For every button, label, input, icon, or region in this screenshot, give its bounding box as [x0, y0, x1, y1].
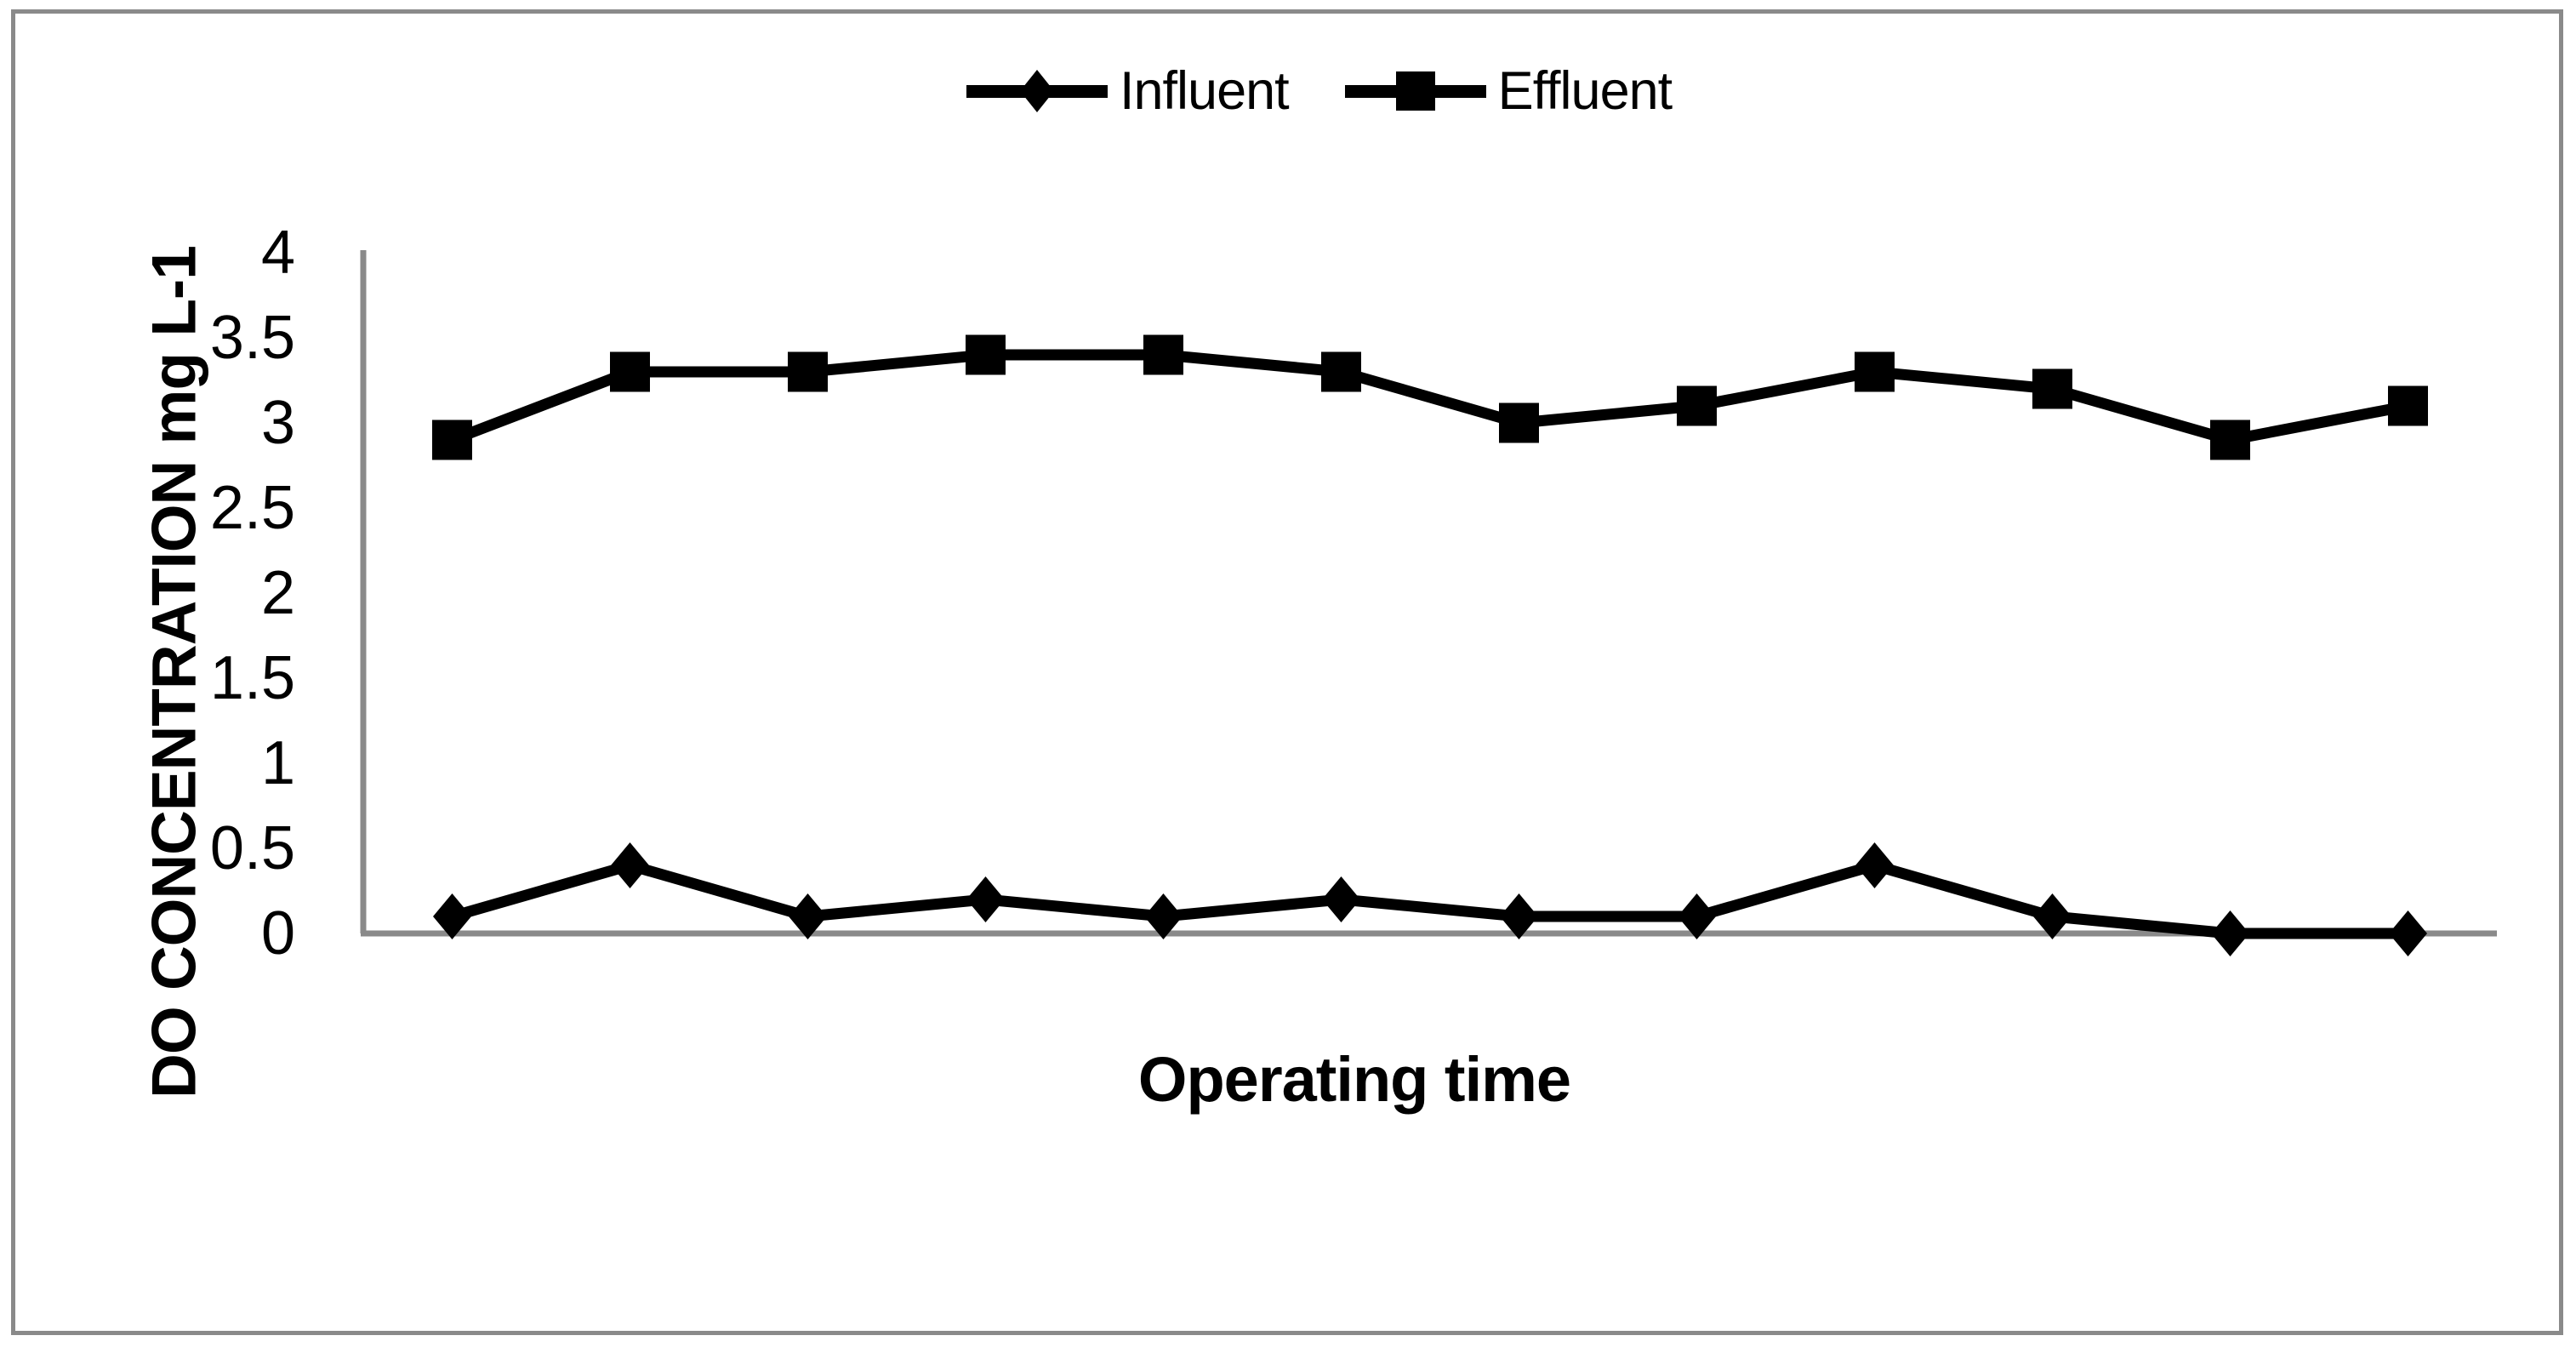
effluent-point-marker [1143, 334, 1183, 375]
legend-label-influent: Influent [1120, 60, 1290, 121]
figure-border [11, 9, 2563, 1335]
effluent-point-marker [1499, 402, 1539, 443]
effluent-point-marker [2032, 368, 2072, 409]
y-axis-title: DO CONCENTRATION mg L-1 [140, 246, 209, 1099]
y-axis-tick-label: 0.5 [209, 814, 295, 882]
effluent-point-marker [2210, 420, 2250, 460]
effluent-point-marker [1677, 385, 1717, 426]
effluent-point-marker [432, 420, 472, 460]
y-axis-tick-label: 2 [260, 559, 295, 627]
legend-entry-effluent: Effluent [1344, 50, 1673, 132]
legend-label-effluent: Effluent [1497, 60, 1673, 121]
effluent-point-marker [966, 334, 1006, 375]
influent-point-marker [1500, 893, 1538, 939]
effluent-line [450, 349, 2409, 446]
y-axis-tick-label: 4 [260, 219, 295, 287]
influent-point-marker [966, 876, 1005, 922]
y-axis-tick-label: 2.5 [209, 474, 295, 542]
influent-point-marker [1855, 842, 1894, 888]
diamond-marker-icon [966, 70, 1108, 112]
influent-point-marker [1678, 893, 1716, 939]
x-axis-title: Operating time [1137, 1044, 1571, 1115]
influent-point-marker [2389, 910, 2427, 956]
influent-point-marker [433, 893, 471, 939]
y-axis-tick-label: 3 [260, 389, 295, 457]
effluent-point-marker [1321, 351, 1361, 392]
influent-line [450, 859, 2408, 939]
influent-point-marker [2033, 893, 2072, 939]
influent-point-marker [1144, 893, 1183, 939]
y-axis-tick-label: 1 [260, 729, 295, 797]
influent-point-marker [2211, 910, 2249, 956]
influent-point-marker [611, 842, 649, 888]
series-influent [433, 842, 2427, 956]
y-axis-tick-label: 0 [260, 899, 295, 967]
effluent-point-marker [788, 351, 828, 392]
legend: Influent Effluent [966, 50, 1673, 132]
legend-entry-influent: Influent [966, 50, 1290, 132]
effluent-point-marker [610, 351, 650, 392]
influent-point-marker [789, 893, 827, 939]
influent-point-marker [1322, 876, 1360, 922]
effluent-point-marker [1855, 351, 1895, 392]
y-axis-tick-label: 3.5 [209, 304, 295, 372]
effluent-point-marker [2388, 385, 2428, 426]
square-marker-icon [1344, 71, 1486, 111]
y-axis-tick-label: 1.5 [209, 644, 295, 712]
series-effluent [432, 334, 2428, 460]
